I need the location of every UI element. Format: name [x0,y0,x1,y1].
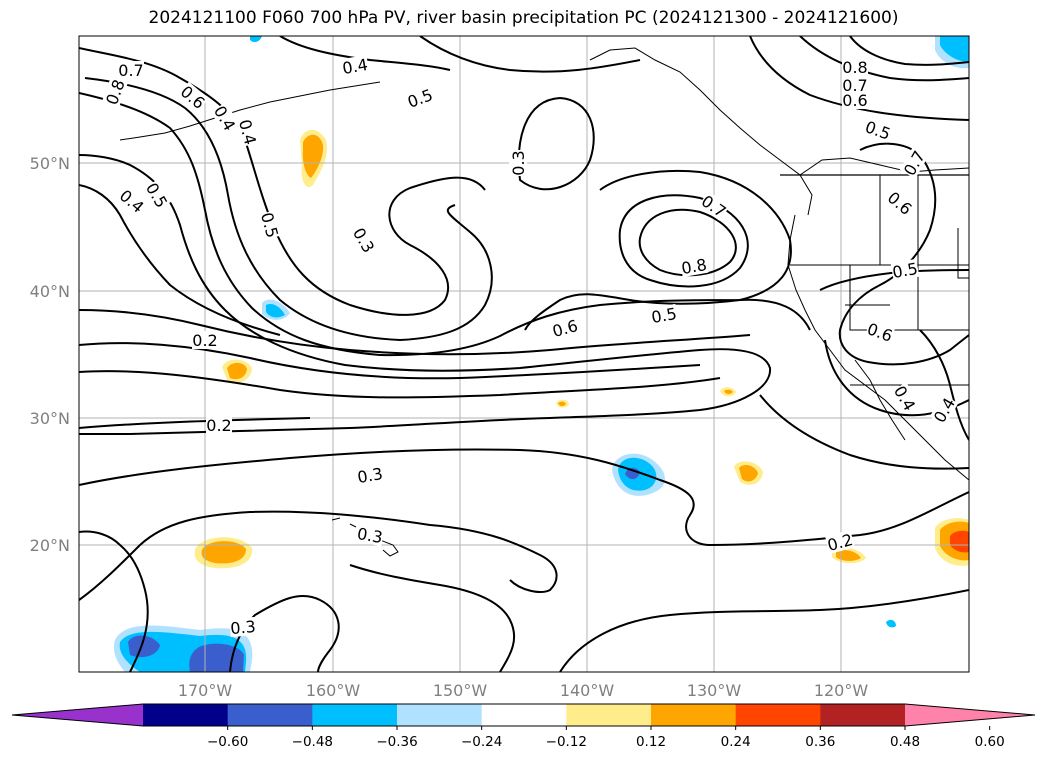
contour-label-bg [235,117,261,147]
contour-label-bg [929,394,959,426]
latitude-labels: 50°N 40°N 30°N 20°N [30,154,70,555]
contour-label-bg [862,117,894,143]
colorbar-segment [312,704,398,726]
precip-blob [250,36,262,43]
contour-label-bg [679,254,709,278]
contour-label-bg [890,258,920,282]
contour-label-bg [142,179,172,211]
lat-label: 30°N [30,409,70,428]
precip-blob [558,401,566,407]
precip-blob [302,134,324,178]
contour-label: 0.8 [842,58,867,77]
contour-label-bg [192,331,218,349]
contour-label: 0.7 [118,61,143,80]
contour-label: 0.4 [341,55,369,78]
contour-label-bg [116,185,148,217]
lon-label: 160°W [306,681,361,700]
contour-label-bg [825,529,855,555]
precip-blob [836,550,861,561]
contour-label: 0.3 [356,464,384,487]
contour-label: 0.6 [842,91,867,110]
map-frame [78,35,970,673]
contour-label-bg [229,616,257,638]
contour-label: 0.3 [509,150,528,175]
contour-label: 0.5 [891,259,919,282]
colorbar-segment [820,704,906,726]
precip-blob [724,389,733,395]
contour-label: 0.3 [230,617,257,638]
colorbar-segment [143,704,229,726]
colorbar-segment [735,704,821,726]
longitude-labels: 170°W 160°W 150°W 140°W 130°W 120°W [178,681,869,700]
contour-label-bg [884,187,916,219]
colorbar-tick-label: 0.36 [805,734,835,750]
colorbar-tick-label: 0.24 [721,734,751,750]
contour-label-bg [118,61,144,79]
colorbar-tick-label: −0.24 [461,734,502,750]
contour-label: 0.5 [650,304,678,327]
colorbar-segment [227,704,313,726]
lon-label: 170°W [178,681,233,700]
colorbar-segment [566,704,652,726]
contour-label-bg [177,81,209,113]
contour-label-bg [649,303,679,327]
contour-label-bg [210,102,240,134]
contour-label-bg [340,54,370,78]
contour-label: 0.7 [842,76,867,95]
contour-label-bg [404,85,436,111]
colorbar-tick-label: −0.60 [207,734,248,750]
precip-blob [201,541,246,564]
lon-label: 140°W [560,681,615,700]
contour-label-bg [890,382,920,414]
contour-label-bg [206,416,232,434]
colorbar-extend-low [12,704,143,726]
colorbar: −0.60 −0.48 −0.36 −0.24 −0.12 0.12 0.24 0.36 0.4… [11,703,1036,750]
contour-label: 0.8 [680,255,708,278]
precip-blob [227,362,247,380]
contour-label-bg [698,191,730,221]
map-title: 2024121100 F060 700 hPa PV, river basin … [148,8,899,28]
precip-blob [950,530,969,553]
contour-label-bg [842,58,868,76]
contour-label-bg [355,523,385,547]
colorbar-outline [11,703,1036,727]
colorbar-tick-label: −0.12 [546,734,587,750]
colorbar-segment [397,704,483,726]
pv-contours [79,36,969,672]
lon-label: 150°W [433,681,488,700]
contour-label-bg [509,150,527,176]
colorbar-tick-label: −0.36 [376,734,417,750]
colorbar-tick-label: 0.12 [636,734,666,750]
colorbar-segment [481,704,567,726]
contour-label-bg [864,319,896,345]
contour-label-bg [102,76,128,108]
contour-label-bg [550,315,580,341]
contour-label-bg [899,147,929,179]
precip-blob [940,36,969,62]
precip-blob [739,465,758,482]
lat-label: 40°N [30,282,70,301]
precip-blob [886,619,896,628]
contour-label: 0.2 [192,331,217,350]
contour-label-bg [355,463,385,487]
colorbar-tick-label: 0.60 [975,734,1005,750]
colorbar-tick-label: 0.48 [890,734,920,750]
lat-label: 50°N [30,154,70,173]
contour-label: 0.2 [206,416,231,435]
lat-label: 20°N [30,536,70,555]
lon-label: 120°W [814,681,869,700]
contour-label-bg [349,224,379,256]
precip-blob [128,635,160,658]
colorbar-tick-label: −0.48 [292,734,333,750]
precip-blob [266,304,285,318]
contour-label: 0.3 [356,524,384,547]
contour-label-bg [842,76,868,94]
lon-label: 130°W [687,681,742,700]
contour-label-bg [257,210,283,240]
contour-label-bg [842,91,868,109]
map-area [79,36,969,672]
colorbar-extend-high [905,704,1035,726]
colorbar-segment [651,704,737,726]
